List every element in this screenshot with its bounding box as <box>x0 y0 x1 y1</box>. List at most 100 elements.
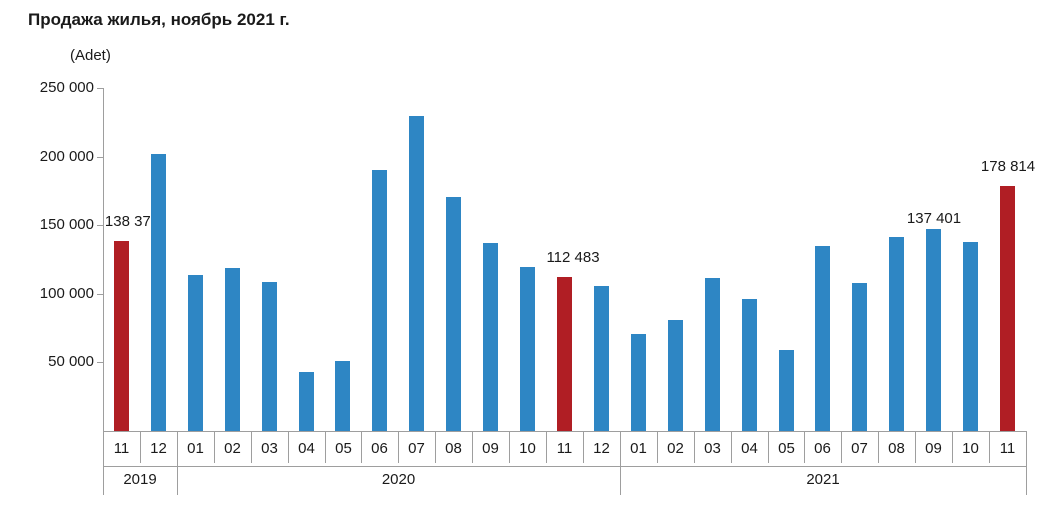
bar-2021-10 <box>963 242 978 431</box>
bar-2020-09 <box>483 243 498 431</box>
y-axis-tick <box>97 88 103 89</box>
bar-2021-08 <box>889 237 904 431</box>
y-axis-tick <box>97 157 103 158</box>
month-label-2020-03: 03 <box>261 440 278 457</box>
year-separator <box>177 431 178 495</box>
month-separator <box>361 431 362 463</box>
month-label-2021-09: 09 <box>925 440 942 457</box>
month-separator <box>435 431 436 463</box>
year-label-2020: 2020 <box>381 471 416 488</box>
month-label-2021-01: 01 <box>630 440 647 457</box>
month-label-2021-06: 06 <box>814 440 831 457</box>
year-label-2019: 2019 <box>123 471 157 488</box>
month-separator <box>804 431 805 463</box>
month-label-2020-11: 11 <box>556 440 573 457</box>
month-label-2020-02: 02 <box>224 440 241 457</box>
bar-2020-12 <box>594 286 609 431</box>
bar-2020-11 <box>557 277 572 431</box>
y-axis-line <box>103 88 104 431</box>
month-separator <box>841 431 842 463</box>
year-separator <box>1026 431 1027 495</box>
month-label-2019-11: 11 <box>113 440 130 457</box>
month-label-2020-06: 06 <box>371 440 388 457</box>
bar-value-label-2021-11: 178 814 <box>980 158 1036 175</box>
bar-2020-07 <box>409 116 424 431</box>
month-label-2020-07: 07 <box>408 440 425 457</box>
month-separator <box>694 431 695 463</box>
month-separator <box>509 431 510 463</box>
bar-2020-10 <box>520 267 535 431</box>
y-axis-tick <box>97 294 103 295</box>
month-separator <box>214 431 215 463</box>
month-separator <box>731 431 732 463</box>
year-separator <box>620 431 621 495</box>
bar-value-label-2020-11: 112 483 <box>546 249 600 266</box>
y-axis-unit-label: (Adet) <box>70 47 111 64</box>
month-label-2021-07: 07 <box>851 440 868 457</box>
bar-2020-05 <box>335 361 350 431</box>
bar-2021-11 <box>1000 186 1015 431</box>
bar-2021-05 <box>779 350 794 431</box>
bar-2021-04 <box>742 299 757 431</box>
y-axis-tick <box>97 225 103 226</box>
y-axis-tick-label: 150 000 <box>39 216 94 233</box>
bar-2020-08 <box>446 197 461 431</box>
month-label-2021-05: 05 <box>778 440 795 457</box>
month-separator <box>878 431 879 463</box>
month-separator <box>288 431 289 463</box>
month-separator <box>768 431 769 463</box>
bar-2021-06 <box>815 246 830 431</box>
month-label-2020-04: 04 <box>298 440 315 457</box>
bar-2020-06 <box>372 170 387 431</box>
month-label-2019-12: 12 <box>150 440 167 457</box>
month-label-2020-10: 10 <box>519 440 536 457</box>
month-label-2020-12: 12 <box>593 440 610 457</box>
month-separator <box>251 431 252 463</box>
month-row-divider-line <box>103 466 1026 467</box>
bar-2021-09 <box>926 229 941 431</box>
month-separator <box>140 431 141 463</box>
x-axis-line <box>103 431 1026 432</box>
month-separator <box>952 431 953 463</box>
bar-2021-01 <box>631 334 646 431</box>
bar-2021-07 <box>852 283 867 431</box>
y-axis-tick <box>97 362 103 363</box>
bar-2021-02 <box>668 320 683 431</box>
month-label-2021-08: 08 <box>888 440 905 457</box>
month-label-2020-01: 01 <box>187 440 204 457</box>
bar-value-label-2021-10: 137 401 <box>906 210 962 227</box>
y-axis-tick-label: 100 000 <box>39 285 94 302</box>
y-axis-tick-label: 250 000 <box>39 79 94 96</box>
bar-2020-04 <box>299 372 314 431</box>
bar-2020-01 <box>188 275 203 431</box>
bar-2019-12 <box>151 154 166 431</box>
bar-2021-03 <box>705 278 720 431</box>
month-separator <box>398 431 399 463</box>
month-separator <box>989 431 990 463</box>
month-separator <box>657 431 658 463</box>
month-separator <box>546 431 547 463</box>
month-label-2021-10: 10 <box>962 440 979 457</box>
month-label-2021-03: 03 <box>704 440 721 457</box>
year-separator <box>103 431 104 495</box>
y-axis-tick-label: 200 000 <box>39 148 94 165</box>
bar-2019-11 <box>114 241 129 431</box>
month-label-2021-11: 11 <box>999 440 1016 457</box>
month-label-2020-08: 08 <box>445 440 462 457</box>
y-axis-tick-label: 50 000 <box>48 353 94 370</box>
month-separator <box>472 431 473 463</box>
month-label-2020-09: 09 <box>482 440 499 457</box>
bar-2020-03 <box>262 282 277 431</box>
bar-2020-02 <box>225 268 240 431</box>
month-separator <box>915 431 916 463</box>
month-separator <box>583 431 584 463</box>
bar-value-label-2019-11: 138 372 <box>104 213 160 230</box>
month-label-2021-04: 04 <box>741 440 758 457</box>
chart-title: Продажа жилья, ноябрь 2021 г. <box>28 10 290 29</box>
month-label-2021-02: 02 <box>667 440 684 457</box>
month-separator <box>325 431 326 463</box>
month-label-2020-05: 05 <box>335 440 352 457</box>
year-label-2021: 2021 <box>806 471 840 488</box>
